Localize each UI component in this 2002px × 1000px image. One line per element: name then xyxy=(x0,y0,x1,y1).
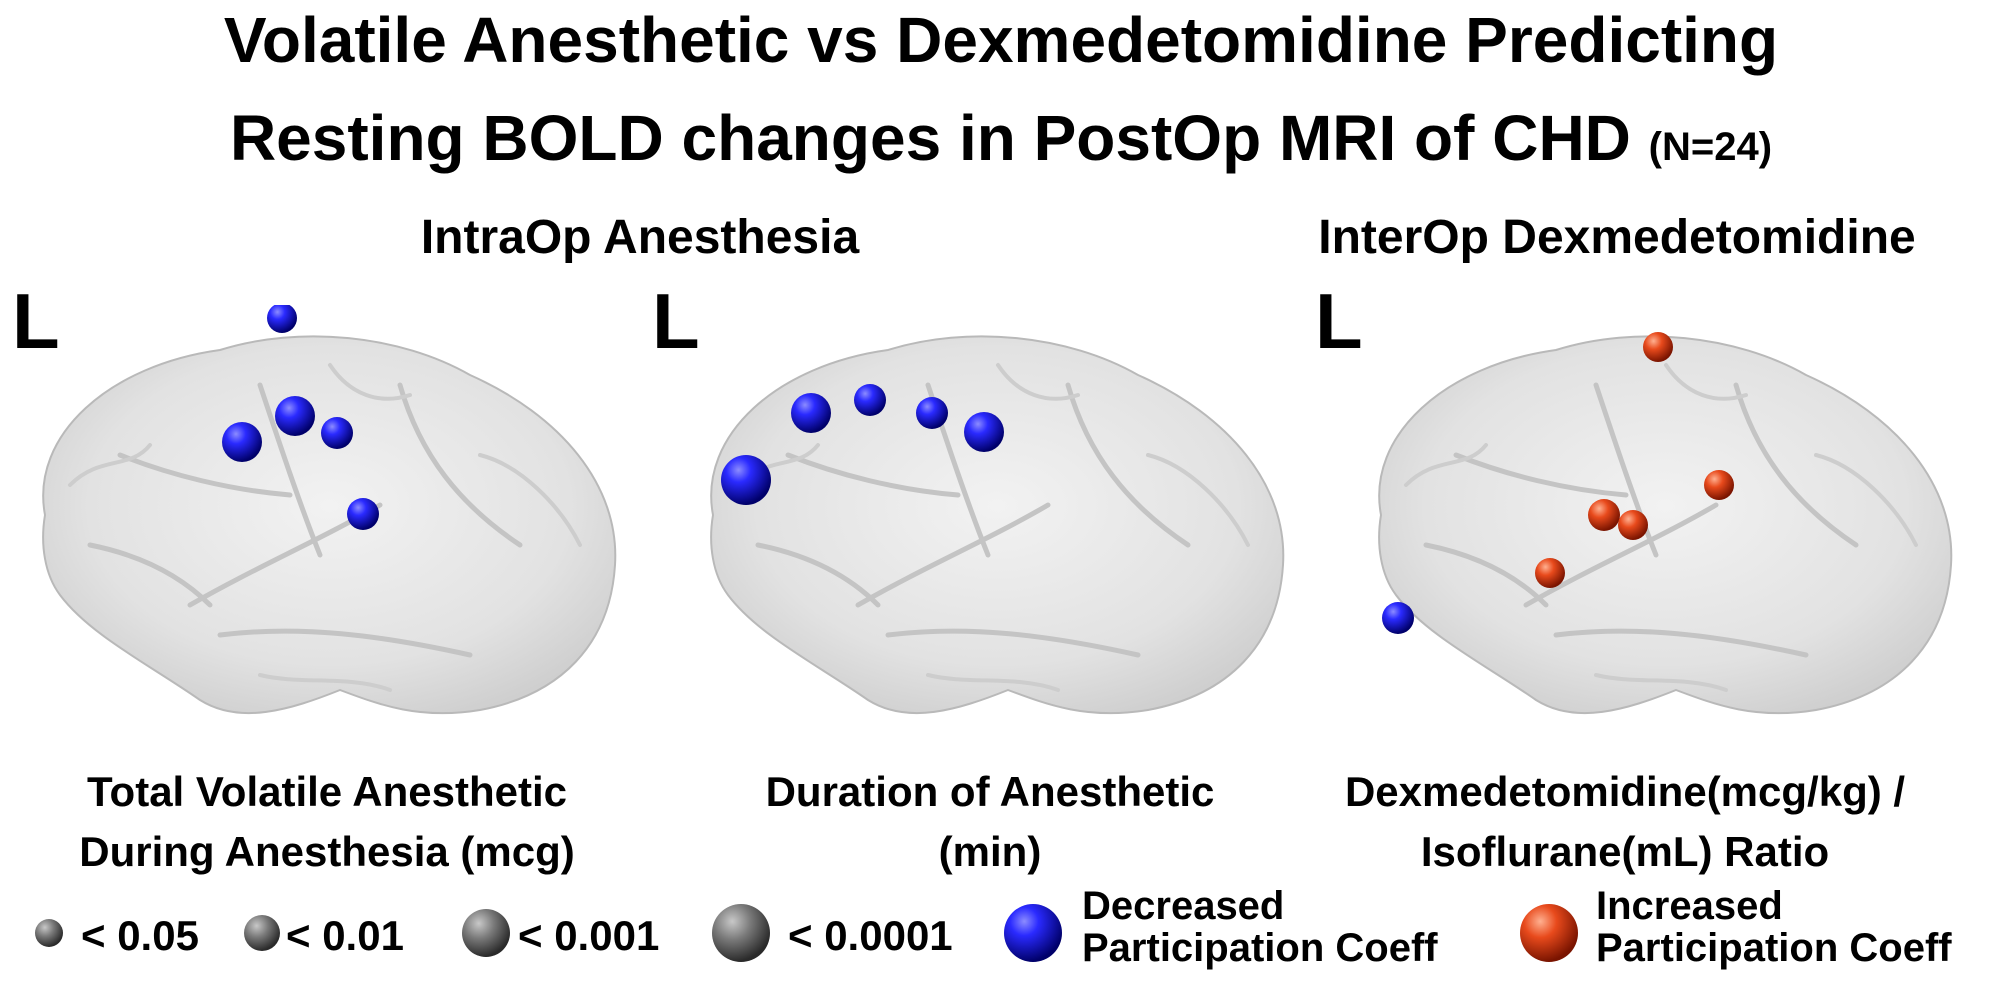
section-label-intraop: IntraOp Anesthesia xyxy=(420,211,860,264)
caption-duration: Duration of Anesthetic (min) xyxy=(670,762,1310,882)
legend-increased-label: Increased Participation Coeff xyxy=(1596,885,1952,969)
node-blue xyxy=(275,396,315,436)
left-hemisphere-marker: L xyxy=(1315,277,1363,365)
sample-size-note: (N=24) xyxy=(1648,125,1773,169)
brain-surface xyxy=(42,335,617,715)
caption-duration-line2: (min) xyxy=(938,828,1042,875)
legend-p001-label: < 0.01 xyxy=(286,912,404,959)
legend-p00001-label: < 0.0001 xyxy=(788,912,953,959)
legend-decreased-label: Decreased Participation Coeff xyxy=(1082,885,1438,969)
legend-size-marker xyxy=(244,915,280,951)
legend-size-marker xyxy=(712,904,770,962)
figure-title-line1: Volatile Anesthetic vs Dexmedetomidine P… xyxy=(223,4,1779,76)
node-blue xyxy=(964,412,1004,452)
node-blue xyxy=(854,384,886,416)
node-blue xyxy=(222,422,262,462)
brain-panel-duration xyxy=(710,335,1285,715)
left-hemisphere-marker: L xyxy=(652,277,700,365)
caption-dexmedetomidine-line1: Dexmedetomidine(mcg/kg) / xyxy=(1344,768,1906,815)
node-red xyxy=(1618,510,1648,540)
legend-size-marker xyxy=(35,919,63,947)
section-label-interop: InterOp Dexmedetomidine xyxy=(1318,211,1916,264)
legend-p0001-label: < 0.001 xyxy=(518,912,660,959)
node-blue xyxy=(347,498,379,530)
node-red xyxy=(1704,470,1734,500)
brain-surface xyxy=(710,335,1285,715)
legend-decreased-line1: Decreased xyxy=(1082,884,1285,928)
caption-volatile-line2: During Anesthesia (mcg) xyxy=(79,828,575,875)
node-blue xyxy=(916,397,948,429)
node-blue xyxy=(1382,602,1414,634)
left-hemisphere-marker: L xyxy=(12,277,60,365)
legend-increased-line1: Increased xyxy=(1596,884,1783,928)
caption-duration-line1: Duration of Anesthetic xyxy=(765,768,1215,815)
brain-surface xyxy=(1378,335,1953,715)
caption-dexmedetomidine: Dexmedetomidine(mcg/kg) / Isoflurane(mL)… xyxy=(1305,762,1945,882)
caption-volatile: Total Volatile Anesthetic During Anesthe… xyxy=(7,762,647,882)
legend-decreased-line2: Participation Coeff xyxy=(1082,926,1438,970)
figure-title-text: Resting BOLD changes in PostOp MRI of CH… xyxy=(229,102,1631,174)
node-red xyxy=(1535,558,1565,588)
figure-title-line2: Resting BOLD changes in PostOp MRI of CH… xyxy=(0,106,2002,170)
caption-volatile-line1: Total Volatile Anesthetic xyxy=(87,768,567,815)
node-blue xyxy=(791,393,831,433)
legend-increased-line2: Participation Coeff xyxy=(1596,926,1952,970)
caption-dexmedetomidine-line2: Isoflurane(mL) Ratio xyxy=(1420,828,1830,875)
legend-increased-marker xyxy=(1520,904,1578,962)
node-blue xyxy=(321,417,353,449)
legend-decreased-marker xyxy=(1004,904,1062,962)
legend-size-marker xyxy=(462,909,510,957)
brain-panel-dexmedetomidine xyxy=(1378,332,1953,715)
node-red xyxy=(1643,332,1673,362)
node-red xyxy=(1588,499,1620,531)
node-blue xyxy=(721,455,771,505)
node-blue xyxy=(267,305,297,333)
brain-panel-volatile xyxy=(42,305,617,715)
legend-p005-label: < 0.05 xyxy=(81,912,199,959)
